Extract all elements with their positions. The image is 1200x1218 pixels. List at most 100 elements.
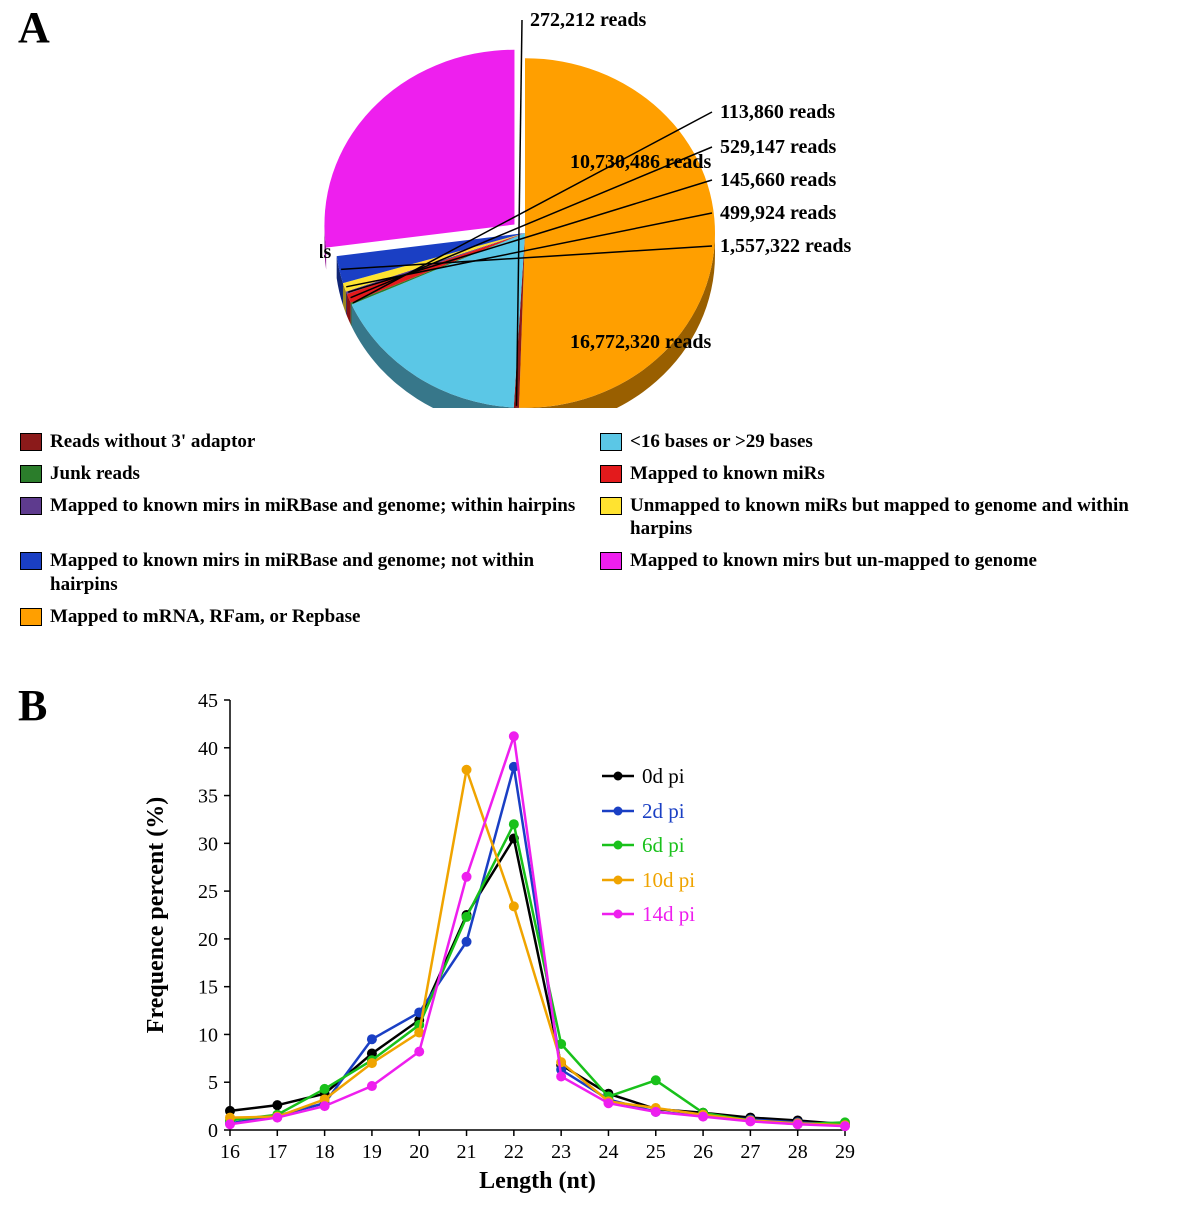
panel-a-pie: 31,242,131 reads 272,212 reads 10,730,486 … (320, 8, 880, 408)
legend-b-marker (600, 906, 636, 922)
legend-text: Junk reads (50, 462, 140, 486)
series-marker (746, 1117, 755, 1126)
legend-text: Reads without 3' adaptor (50, 430, 255, 454)
legend-swatch (20, 497, 42, 515)
legend-text: Mapped to known mirs but un-mapped to ge… (630, 549, 1037, 573)
series-marker (651, 1076, 660, 1085)
legend-b-marker (600, 768, 636, 784)
legend-a-item: Unmapped to known miRs but mapped to gen… (600, 494, 1180, 542)
legend-b-marker (600, 837, 636, 853)
x-tick-label: 20 (409, 1141, 429, 1163)
legend-swatch (600, 497, 622, 515)
x-tick-label: 19 (362, 1141, 382, 1163)
legend-b-label: 0d pi (642, 760, 685, 793)
legend-swatch (600, 552, 622, 570)
linechart-svg: 0510152025303540451617181920212223242526… (135, 690, 875, 1200)
y-tick-label: 40 (198, 738, 218, 760)
slice-label-yellow: 499,924 reads (720, 202, 837, 224)
slice-label-magenta: 16,772,320 reads (570, 331, 712, 353)
y-tick-label: 25 (198, 881, 218, 903)
pie-side (346, 292, 347, 316)
x-tick-label: 16 (220, 1141, 240, 1163)
x-tick-label: 22 (504, 1141, 524, 1163)
legend-b-marker (600, 872, 636, 888)
series-marker (509, 732, 518, 741)
series-marker (462, 912, 471, 921)
legend-text: Mapped to known mirs in miRBase and geno… (50, 494, 575, 518)
x-tick-label: 28 (788, 1141, 808, 1163)
series-marker (604, 1099, 613, 1108)
legend-swatch (600, 465, 622, 483)
x-axis-title: Length (nt) (479, 1168, 596, 1194)
series-marker (226, 1120, 235, 1129)
series-marker (699, 1112, 708, 1121)
slice-label-purple: 145,660 reads (720, 169, 837, 191)
pie-slice-orange (519, 58, 715, 408)
legend-a-item: Mapped to known miRs (600, 462, 1180, 486)
series-marker (367, 1035, 376, 1044)
slice-label-skyblue: 10,730,486 reads (570, 151, 712, 173)
series-marker (415, 1047, 424, 1056)
series-marker (320, 1102, 329, 1111)
legend-swatch (20, 465, 42, 483)
y-tick-label: 5 (208, 1072, 218, 1094)
legend-swatch (20, 608, 42, 626)
legend-text: Mapped to known miRs (630, 462, 825, 486)
legend-b-item: 6d pi (600, 829, 695, 862)
legend-b-label: 2d pi (642, 795, 685, 828)
legend-swatch (600, 433, 622, 451)
panel-b-linechart: 0510152025303540451617181920212223242526… (135, 690, 875, 1200)
pie-side (351, 303, 352, 327)
legend-text: Mapped to known mirs in miRBase and geno… (50, 549, 600, 597)
series-marker (509, 820, 518, 829)
y-axis-title: Frequence percent (%) (143, 797, 169, 1033)
legend-a-item: Mapped to known mirs in miRBase and geno… (20, 494, 600, 542)
x-tick-label: 27 (740, 1141, 760, 1163)
series-marker (273, 1113, 282, 1122)
figure: A 31,242,131 reads272,212 reads10,730,48… (0, 0, 1200, 1218)
series-marker (462, 872, 471, 881)
legend-b-label: 10d pi (642, 864, 695, 897)
x-tick-label: 17 (267, 1141, 287, 1163)
legend-text: Mapped to mRNA, RFam, or Repbase (50, 605, 361, 629)
panel-a-legend: Reads without 3' adaptor <16 bases or >29… (20, 430, 1180, 628)
legend-b-label: 6d pi (642, 829, 685, 862)
x-tick-label: 25 (646, 1141, 666, 1163)
y-tick-label: 35 (198, 786, 218, 808)
series-marker (509, 902, 518, 911)
legend-b-item: 10d pi (600, 864, 695, 897)
series-marker (462, 765, 471, 774)
legend-a-item: Junk reads (20, 462, 600, 486)
series-marker (557, 1072, 566, 1081)
slice-label-green: 113,860 reads (720, 101, 835, 123)
pie-svg: 31,242,131 reads 272,212 reads 10,730,486 … (320, 8, 880, 408)
series-line (230, 824, 845, 1124)
legend-a-item: Mapped to known mirs in miRBase and geno… (20, 549, 600, 597)
slice-label-orange: 31,242,131 reads (320, 241, 332, 263)
legend-text: <16 bases or >29 bases (630, 430, 813, 454)
legend-b-marker (600, 803, 636, 819)
series-marker (651, 1107, 660, 1116)
panel-b-legend: 0d pi2d pi6d pi10d pi14d pi (600, 760, 695, 933)
x-tick-label: 29 (835, 1141, 855, 1163)
x-tick-label: 23 (551, 1141, 571, 1163)
series-marker (841, 1122, 850, 1131)
legend-b-label: 14d pi (642, 898, 695, 931)
x-tick-label: 26 (693, 1141, 713, 1163)
legend-b-item: 2d pi (600, 795, 695, 828)
series-marker (793, 1120, 802, 1129)
y-tick-label: 20 (198, 929, 218, 951)
legend-a-item: Reads without 3' adaptor (20, 430, 600, 454)
legend-swatch (20, 433, 42, 451)
series-marker (367, 1059, 376, 1068)
slice-label-blue: 1,557,322 reads (720, 235, 852, 257)
series-marker (367, 1082, 376, 1091)
legend-a-item: Mapped to known mirs but un-mapped to ge… (600, 549, 1180, 597)
y-tick-label: 0 (208, 1120, 218, 1142)
legend-swatch (20, 552, 42, 570)
slice-label-red: 529,147 reads (720, 136, 837, 158)
series-marker (462, 937, 471, 946)
slice-label-darkred: 272,212 reads (530, 9, 647, 31)
legend-b-item: 14d pi (600, 898, 695, 931)
y-tick-label: 10 (198, 1024, 218, 1046)
